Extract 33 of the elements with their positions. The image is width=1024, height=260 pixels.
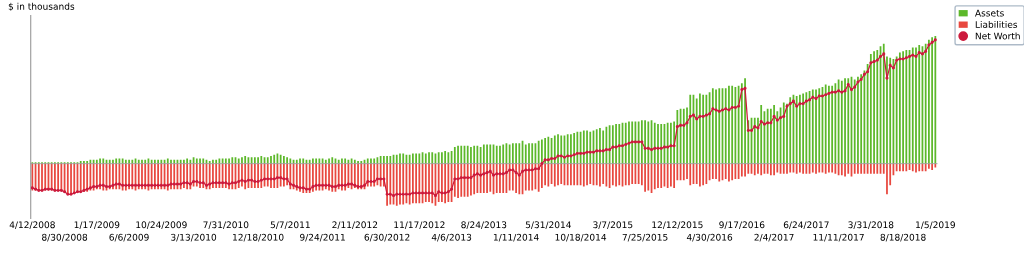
- legend-label: Net Worth: [975, 32, 1020, 40]
- x-tick-label: 3/31/2018: [848, 221, 894, 229]
- x-tick-label: 9/24/2011: [300, 233, 345, 242]
- x-tick-label: 5/7/2011: [270, 221, 310, 229]
- x-tick-label: 8/24/2013: [461, 221, 507, 229]
- x-tick-label: 1/17/2009: [74, 221, 120, 229]
- x-tick-label: 1/11/2014: [493, 233, 539, 242]
- x-tick-label: 6/24/2017: [783, 221, 829, 229]
- x-tick-label: 4/30/2016: [686, 233, 733, 242]
- x-tick-label: 12/18/2010: [233, 233, 284, 242]
- y-axis-title: $ in thousands: [8, 2, 75, 11]
- x-tick-label: 12/12/2015: [652, 221, 703, 229]
- legend-label: Liabilities: [975, 20, 1018, 28]
- x-tick-label: 5/31/2014: [525, 221, 571, 229]
- x-tick-label: 10/24/2009: [136, 221, 187, 229]
- x-tick-label: 6/30/2012: [364, 233, 410, 242]
- x-tick-label: 7/25/2015: [622, 233, 668, 242]
- x-tick-label: 6/6/2009: [109, 233, 149, 242]
- x-tick-label: 8/30/2008: [42, 233, 88, 242]
- x-tick-label: 10/18/2014: [555, 233, 607, 242]
- x-tick-label: 8/18/2018: [880, 233, 926, 242]
- x-tick-label: 11/11/2017: [813, 233, 864, 242]
- x-tick-label: 3/13/2010: [171, 233, 217, 242]
- x-tick-label: 3/7/2015: [593, 221, 633, 229]
- x-tick-label: 2/4/2017: [754, 233, 794, 242]
- x-tick-label: 1/5/2019: [916, 221, 955, 229]
- x-tick-label: 4/6/2013: [431, 233, 472, 242]
- x-tick-label: 11/17/2012: [394, 221, 445, 229]
- x-tick-label: 7/31/2010: [203, 221, 249, 229]
- x-tick-label: 9/17/2016: [719, 221, 765, 229]
- x-tick-label: 2/11/2012: [332, 221, 378, 229]
- x-tick-label: 4/12/2008: [9, 221, 55, 229]
- legend-label: Assets: [975, 9, 1004, 17]
